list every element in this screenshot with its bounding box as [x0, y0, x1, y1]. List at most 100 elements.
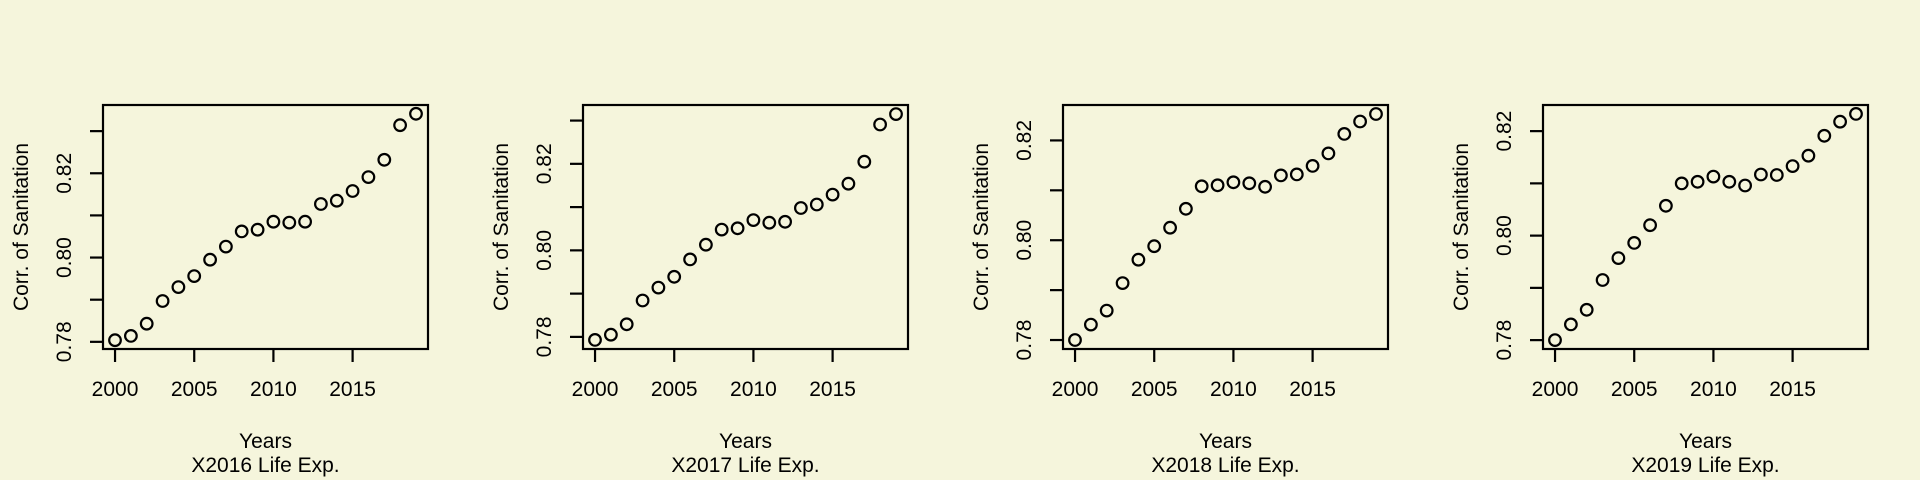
x-axis-label: Years — [1679, 430, 1732, 453]
y-tick-label: 0.80 — [53, 237, 76, 278]
data-point — [1690, 174, 1705, 189]
x-tick-label: 2010 — [1210, 378, 1257, 401]
data-point — [171, 280, 186, 295]
data-point — [1305, 158, 1320, 173]
data-point — [1353, 114, 1368, 129]
data-point — [1369, 107, 1383, 121]
x-tick-label: 2000 — [92, 378, 139, 401]
plot-box — [101, 103, 430, 351]
data-point — [1099, 303, 1114, 318]
data-point — [1833, 114, 1848, 129]
chart-panel-1: 2000 2005 2010 2015 0.78 0.80 0.82 Corr. of San… — [0, 0, 480, 480]
x-tick-label: 2015 — [1289, 378, 1336, 401]
data-point — [1706, 169, 1721, 184]
data-point — [1817, 128, 1832, 143]
y-axis-label: Corr. of Sanitation — [490, 143, 513, 311]
data-point — [1801, 148, 1816, 163]
data-point — [1178, 201, 1193, 216]
data-point — [1337, 126, 1352, 141]
data-point — [1274, 168, 1288, 183]
data-point — [1674, 176, 1689, 191]
x-tick-label: 2010 — [1690, 378, 1737, 401]
y-tick-label: 0.78 — [1013, 320, 1036, 361]
x-tick-label: 2005 — [1131, 378, 1178, 401]
plot-box — [1061, 103, 1390, 351]
data-point — [1595, 273, 1610, 287]
data-point — [1321, 146, 1336, 161]
data-point — [1083, 317, 1098, 332]
data-point — [361, 170, 376, 185]
y-tick-label: 0.80 — [1493, 215, 1516, 256]
data-point — [139, 316, 154, 331]
data-point — [1289, 167, 1304, 182]
data-point — [1849, 106, 1863, 121]
data-point — [714, 222, 729, 237]
data-point — [298, 214, 313, 229]
x-tick-label: 2015 — [809, 378, 856, 401]
x-tick-label: 2000 — [572, 378, 619, 401]
data-point — [1785, 159, 1800, 174]
data-point — [1258, 179, 1273, 194]
plot-box — [1541, 103, 1870, 351]
chart-panel-3: 2000 2005 2010 2015 0.78 0.80 0.82 Corr. of San… — [960, 0, 1440, 480]
plot-box — [581, 103, 910, 351]
y-tick-label: 0.82 — [1013, 120, 1036, 161]
panel-sublabel: X2018 Life Exp. — [1151, 454, 1299, 477]
data-point — [1226, 175, 1241, 190]
data-point — [841, 176, 856, 191]
data-point — [234, 224, 249, 239]
data-point — [1194, 179, 1209, 194]
panel-sublabel: X2017 Life Exp. — [671, 454, 819, 477]
data-point — [1548, 333, 1562, 348]
data-point — [619, 317, 634, 332]
x-axis-label: Years — [1199, 430, 1252, 453]
y-tick-label: 0.78 — [533, 316, 556, 357]
data-point — [778, 214, 793, 229]
data-point — [108, 333, 122, 348]
y-tick-label: 0.78 — [53, 321, 76, 362]
x-axis-label: Years — [239, 430, 292, 453]
data-point — [603, 327, 618, 342]
data-point — [698, 237, 713, 252]
data-point — [1563, 317, 1578, 332]
data-point — [282, 215, 297, 230]
data-point — [1611, 251, 1626, 266]
data-point — [730, 221, 745, 236]
data-point — [683, 252, 698, 267]
data-point — [314, 197, 328, 211]
data-point — [1658, 198, 1673, 213]
x-tick-label: 2015 — [329, 378, 376, 401]
scatter-plot-x2017: 2000 2005 2010 2015 0.78 0.80 0.82 Corr. of San… — [490, 103, 910, 477]
data-point — [1163, 220, 1178, 235]
data-point — [667, 269, 682, 284]
data-point — [857, 154, 872, 169]
data-point — [123, 329, 138, 343]
data-point — [889, 107, 903, 121]
x-tick-label: 2005 — [171, 378, 218, 401]
y-tick-label: 0.78 — [1493, 320, 1516, 361]
data-point — [1579, 302, 1594, 317]
y-tick-label: 0.82 — [53, 153, 76, 194]
data-point — [1738, 178, 1753, 193]
data-point — [377, 152, 392, 167]
y-axis-label: Corr. of Sanitation — [1450, 143, 1473, 311]
data-point — [266, 214, 281, 229]
panel-sublabel: X2019 Life Exp. — [1631, 454, 1779, 477]
data-point — [218, 239, 233, 254]
y-axis-label: Corr. of Sanitation — [970, 143, 993, 311]
data-point — [588, 333, 602, 347]
data-point — [1131, 252, 1146, 267]
x-tick-label: 2010 — [730, 378, 777, 401]
data-point — [1754, 167, 1768, 182]
data-point — [651, 280, 666, 295]
data-point — [1722, 174, 1737, 189]
panel-sublabel: X2016 Life Exp. — [191, 454, 339, 477]
chart-panel-4: 2000 2005 2010 2015 0.78 0.80 0.82 Corr. of San… — [1440, 0, 1920, 480]
data-point — [345, 184, 360, 198]
y-axis-label: Corr. of Sanitation — [10, 143, 33, 311]
scatter-plot-x2018: 2000 2005 2010 2015 0.78 0.80 0.82 Corr. of San… — [970, 103, 1390, 477]
data-point — [1147, 239, 1162, 254]
data-point — [203, 252, 218, 267]
data-point — [825, 187, 840, 202]
